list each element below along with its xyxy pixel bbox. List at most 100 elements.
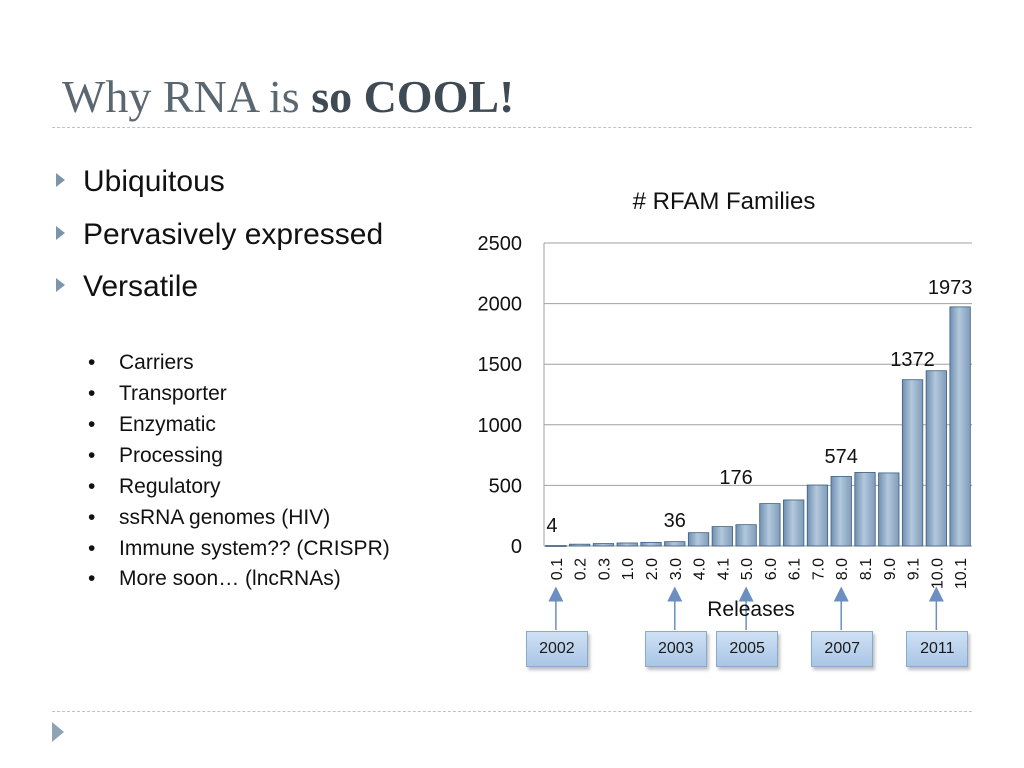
x-tick-label: 4.1: [715, 558, 732, 580]
year-box: 2002: [525, 631, 588, 667]
y-tick-label: 2000: [478, 294, 523, 316]
bullet-label: Versatile: [83, 270, 199, 303]
x-tick-label: 0.3: [596, 558, 613, 580]
sub-bullet-marker: •: [88, 506, 96, 529]
x-tick-label: 6.0: [763, 558, 780, 580]
data-label: 1372: [890, 349, 935, 371]
sub-bullet-item: • Immune system?? (CRISPR): [88, 537, 390, 561]
chart-title: # RFAM Families: [633, 188, 816, 215]
slide-nav-arrow-icon[interactable]: [52, 722, 64, 742]
y-tick-label: 500: [489, 475, 522, 497]
bar: [783, 499, 805, 547]
sub-bullet-item: • Carriers: [88, 351, 194, 375]
chart-data-labels: 4 36 176 574 1372 1973: [546, 277, 972, 537]
year-box: 2003: [644, 631, 707, 667]
y-tick-label: 0: [511, 536, 522, 558]
data-label: 176: [719, 467, 752, 489]
data-label: 1973: [928, 277, 973, 299]
bar: [735, 524, 757, 547]
year-box: 2011: [906, 631, 969, 667]
data-label: 36: [664, 510, 686, 532]
bullet-item: Ubiquitous: [56, 165, 225, 199]
sub-bullet-label: ssRNA genomes (HIV): [119, 506, 331, 529]
sub-bullet-label: Processing: [119, 444, 223, 467]
x-tick-label: 3.0: [668, 558, 685, 580]
sub-bullet-marker: •: [88, 351, 96, 374]
year-box: 2005: [716, 631, 779, 667]
x-tick-label: 0.2: [573, 558, 590, 580]
data-label: 574: [825, 446, 858, 468]
x-tick-label: 9.1: [906, 558, 923, 580]
x-tick-label: 7.0: [810, 558, 827, 580]
bar: [901, 379, 924, 547]
sub-bullet-label: Immune system?? (CRISPR): [119, 537, 390, 560]
sub-bullet-item: • Enzymatic: [88, 413, 216, 437]
x-tick-label: 10.0: [929, 558, 946, 589]
x-tick-label: 0.1: [549, 558, 566, 580]
sub-bullet-label: Regulatory: [119, 475, 221, 498]
x-tick-label: 10.1: [953, 558, 970, 589]
sub-bullet-item: • ssRNA genomes (HIV): [88, 506, 330, 530]
bar: [806, 484, 829, 547]
x-tick-label: 9.0: [882, 558, 899, 580]
year-arrows: [548, 586, 944, 630]
bar: [759, 503, 781, 547]
sub-bullet-label: Enzymatic: [119, 413, 216, 436]
slide-title-bold: so COOL!: [311, 71, 515, 122]
year-box: 2007: [811, 631, 874, 667]
bullet-triangle-icon: [56, 173, 65, 188]
bar: [616, 542, 638, 547]
y-tick-label: 2500: [478, 233, 523, 255]
bullet-label: Ubiquitous: [83, 165, 225, 198]
x-tick-label: 8.1: [858, 558, 875, 580]
bar: [949, 306, 971, 547]
bar: [687, 532, 710, 547]
bar: [878, 472, 900, 547]
sub-bullet-item: • More soon… (lncRNAs): [88, 567, 341, 591]
sub-bullet-marker: •: [88, 413, 96, 436]
bar: [830, 476, 852, 547]
sub-bullet-label: More soon… (lncRNAs): [119, 567, 341, 590]
data-label: 4: [546, 515, 557, 537]
chart-y-ticks: 0 500 1000 1500 2000 2500: [478, 233, 523, 558]
bar: [640, 541, 662, 547]
x-tick-label: 6.1: [787, 558, 804, 580]
y-tick-label: 1500: [478, 354, 523, 376]
chart-x-ticks: 0.1 0.2 0.3 1.0 2.0 3.0 4.0 4.1 5.0 6.0 6.1 7.0 8.0 8…: [549, 558, 970, 589]
bullet-triangle-icon: [56, 278, 65, 293]
chart-x-axis-label: Releases: [707, 598, 795, 621]
sub-bullet-label: Transporter: [119, 382, 227, 405]
chart-gridlines: [543, 242, 972, 547]
bar: [925, 370, 947, 547]
x-tick-label: 2.0: [644, 558, 661, 580]
x-tick-label: 4.0: [692, 558, 709, 580]
x-tick-label: 1.0: [620, 558, 637, 580]
bar: [664, 541, 686, 547]
sub-bullet-item: • Processing: [88, 444, 223, 468]
slide-title: Why RNA is so COOL!: [62, 70, 514, 123]
sub-bullet-marker: •: [88, 475, 96, 498]
sub-bullet-item: • Regulatory: [88, 475, 221, 499]
x-tick-label: 8.0: [834, 558, 851, 580]
sub-bullet-label: Carriers: [119, 351, 194, 374]
bar: [592, 543, 615, 547]
bar: [569, 543, 591, 547]
sub-bullet-item: • Transporter: [88, 382, 227, 406]
sub-bullet-marker: •: [88, 567, 96, 590]
bullet-label: Pervasively expressed: [83, 218, 384, 251]
sub-bullet-marker: •: [88, 537, 96, 560]
bar: [545, 545, 567, 547]
bullet-item: Versatile: [56, 270, 198, 304]
chart-bars: [545, 306, 971, 547]
sub-bullet-marker: •: [88, 444, 96, 467]
y-tick-label: 1000: [478, 415, 523, 437]
x-tick-label: 5.0: [739, 558, 756, 580]
bullet-item: Pervasively expressed: [56, 218, 383, 252]
sub-bullet-marker: •: [88, 382, 96, 405]
slide-title-plain: Why RNA is: [62, 71, 312, 122]
bottom-divider: [52, 711, 972, 712]
bullet-triangle-icon: [56, 226, 65, 241]
bar: [854, 472, 876, 547]
bar: [711, 526, 733, 547]
